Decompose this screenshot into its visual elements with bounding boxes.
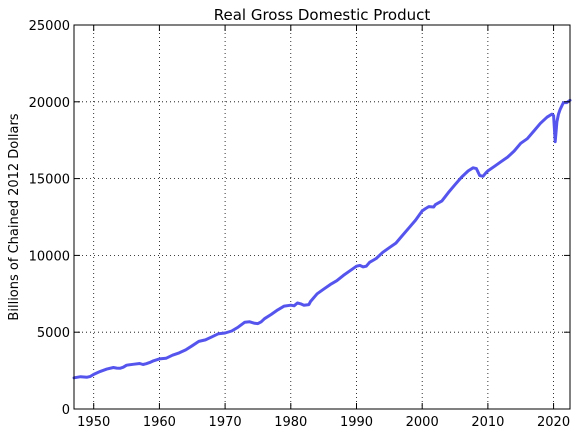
x-tick-label: 1990 xyxy=(340,415,373,430)
x-tick-label: 1950 xyxy=(77,415,110,430)
y-tick-label: 5000 xyxy=(37,326,70,341)
y-tick-label: 15000 xyxy=(29,173,70,188)
x-tick-label: 2020 xyxy=(537,415,570,430)
x-tick-label: 1960 xyxy=(143,415,176,430)
grid-lines xyxy=(74,25,570,409)
y-axis-label: Billions of Chained 2012 Dollars xyxy=(7,113,22,320)
x-tick-label: 2010 xyxy=(471,415,504,430)
gdp-series-line xyxy=(72,98,572,380)
y-tick-label: 20000 xyxy=(29,96,70,111)
y-tick-label: 10000 xyxy=(29,249,70,264)
x-tick-label: 2000 xyxy=(406,415,439,430)
x-tick-label: 1970 xyxy=(209,415,242,430)
plot-frame xyxy=(73,24,571,410)
x-tick-label: 1980 xyxy=(274,415,307,430)
y-tick-label: 0 xyxy=(62,403,70,418)
chart-title: Real Gross Domestic Product xyxy=(214,6,431,24)
axis-ticks: 1950 1960 1970 1980 1990 2000 2010 2020 0 5000 100… xyxy=(29,19,570,430)
series-line-group xyxy=(72,98,572,380)
y-tick-label: 25000 xyxy=(29,19,70,34)
